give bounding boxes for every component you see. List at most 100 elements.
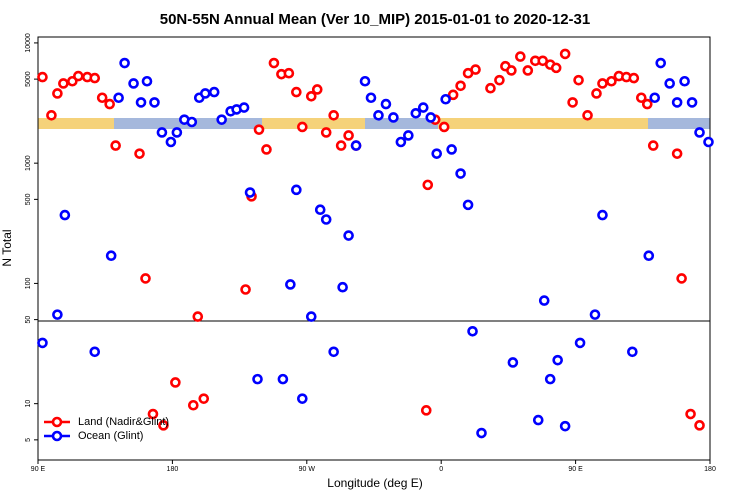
point: [291, 86, 302, 98]
point: [686, 97, 698, 108]
x-tick-label: 0: [439, 466, 443, 473]
point: [268, 57, 280, 69]
point: [73, 70, 84, 82]
point: [52, 309, 63, 320]
point: [476, 427, 487, 439]
point: [470, 64, 481, 75]
point: [199, 88, 211, 99]
point: [597, 209, 608, 221]
point: [446, 144, 457, 155]
point: [550, 62, 562, 74]
point: [597, 78, 608, 89]
point: [192, 311, 204, 322]
point: [320, 127, 332, 138]
point: [343, 130, 354, 141]
point: [627, 346, 638, 358]
point: [574, 337, 586, 349]
point: [703, 136, 714, 148]
point: [46, 110, 57, 121]
point: [188, 399, 199, 411]
point: [694, 420, 705, 431]
point: [141, 75, 153, 87]
point: [328, 110, 339, 121]
point: [170, 377, 181, 388]
point: [89, 346, 101, 358]
point: [252, 373, 263, 385]
point: [671, 97, 683, 108]
surface-mask-band: [38, 118, 710, 129]
point: [676, 273, 687, 284]
point: [425, 112, 437, 123]
point: [134, 148, 145, 159]
point: [467, 325, 478, 337]
point: [494, 74, 505, 86]
point: [515, 51, 526, 62]
point: [373, 110, 384, 121]
point: [643, 250, 655, 262]
ocean-band: [38, 118, 710, 129]
y-tick-label: 1000: [25, 155, 32, 171]
point: [591, 88, 602, 99]
point: [128, 78, 139, 89]
land-band: [438, 118, 648, 129]
legend-marker: [51, 416, 63, 428]
point: [171, 127, 183, 138]
point: [455, 168, 466, 179]
point: [350, 140, 362, 151]
point: [147, 408, 159, 420]
point: [552, 354, 563, 366]
point: [420, 405, 432, 416]
point: [58, 78, 69, 89]
point: [238, 102, 250, 113]
point: [328, 346, 339, 358]
point: [216, 114, 227, 125]
point: [395, 136, 407, 148]
point: [261, 144, 272, 155]
point: [538, 295, 550, 306]
point: [365, 92, 377, 104]
y-tick-label: 100: [25, 277, 32, 289]
x-tick-label: 90 E: [568, 466, 583, 473]
point: [485, 82, 496, 94]
point: [291, 184, 302, 196]
point: [320, 214, 332, 225]
point: [285, 279, 296, 290]
point: [113, 92, 124, 104]
x-tick-label: 180: [704, 466, 716, 473]
point: [198, 393, 210, 404]
point: [283, 67, 295, 79]
plot-frame: [37, 36, 711, 461]
point: [52, 88, 63, 99]
point: [422, 179, 434, 191]
point: [417, 102, 429, 113]
point: [253, 124, 265, 135]
point: [462, 199, 474, 211]
y-tick-label: 500: [25, 193, 32, 205]
point: [507, 357, 519, 368]
x-tick-label: 90 W: [299, 466, 316, 473]
point: [149, 97, 160, 108]
point: [311, 84, 323, 95]
y-tick-label: 5000: [25, 71, 32, 87]
point: [679, 75, 690, 87]
point: [37, 337, 48, 349]
point: [380, 98, 392, 110]
point: [636, 92, 647, 104]
point: [655, 57, 667, 69]
point: [105, 250, 117, 262]
point: [671, 148, 683, 159]
point: [641, 98, 653, 110]
point: [573, 74, 584, 86]
point: [649, 92, 661, 104]
point: [158, 420, 169, 431]
legend-marker: [51, 430, 63, 442]
x-tick-label: 90 E: [31, 466, 46, 473]
point: [119, 57, 130, 69]
land-band: [38, 118, 114, 129]
point: [156, 127, 168, 138]
point: [305, 90, 317, 102]
chart-title: 50N-55N Annual Mean (Ver 10_MIP) 2015-01…: [160, 11, 590, 28]
legend-label: Land (Nadir&Glint): [78, 416, 169, 428]
point: [305, 311, 317, 322]
point: [559, 48, 571, 60]
